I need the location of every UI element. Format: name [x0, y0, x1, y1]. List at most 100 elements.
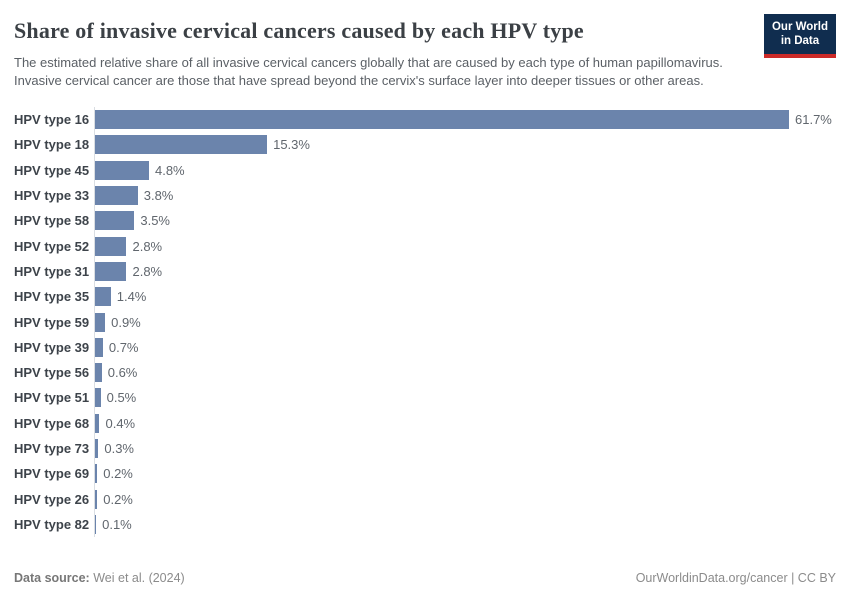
bar-area: 0.4%	[94, 410, 836, 436]
value-label: 0.2%	[103, 491, 133, 507]
bar[interactable]	[95, 261, 127, 281]
owid-logo-line2: in Data	[780, 34, 820, 47]
bar[interactable]	[95, 135, 268, 155]
bar[interactable]	[95, 110, 789, 130]
value-label: 4.8%	[154, 162, 185, 178]
bar[interactable]	[95, 160, 149, 180]
bar[interactable]	[95, 312, 106, 332]
value-label: 61.7%	[795, 112, 832, 128]
data-source: Data source: Wei et al. (2024)	[14, 571, 185, 585]
bar-area: 0.6%	[94, 359, 836, 386]
category-label: HPV type 82	[14, 516, 90, 532]
chart-row[interactable]: HPV type 69 0.2%	[14, 461, 836, 487]
category-label: HPV type 31	[14, 263, 90, 279]
value-label: 2.8%	[132, 263, 163, 279]
chart-rows: HPV type 16 61.7% HPV type 18 15.3% HPV type…	[14, 107, 836, 538]
category-label: HPV type 33	[14, 188, 90, 204]
category-label: HPV type 35	[14, 289, 90, 305]
chart-row[interactable]: HPV type 16 61.7%	[14, 107, 836, 133]
attribution-link[interactable]: OurWorldinData.org/cancer | CC BY	[635, 571, 836, 585]
value-label: 2.8%	[132, 238, 163, 254]
bar-area: 2.8%	[94, 233, 836, 259]
bar-area: 0.5%	[94, 385, 836, 411]
bar-area: 2.8%	[94, 258, 836, 285]
value-label: 3.8%	[143, 188, 174, 204]
bar-area: 0.1%	[94, 511, 836, 538]
chart-row[interactable]: HPV type 52 2.8%	[14, 233, 836, 259]
bar[interactable]	[95, 287, 111, 307]
category-label: HPV type 51	[14, 390, 90, 406]
chart-row[interactable]: HPV type 68 0.4%	[14, 410, 836, 436]
chart-row[interactable]: HPV type 31 2.8%	[14, 258, 836, 285]
chart-row[interactable]: HPV type 58 3.5%	[14, 208, 836, 234]
chart-row[interactable]: HPV type 33 3.8%	[14, 182, 836, 209]
bar[interactable]	[95, 388, 101, 408]
bar[interactable]	[95, 514, 97, 534]
chart-row[interactable]: HPV type 82 0.1%	[14, 511, 836, 538]
chart-row[interactable]: HPV type 51 0.5%	[14, 385, 836, 411]
bar[interactable]	[95, 236, 127, 256]
bar-area: 0.9%	[94, 309, 836, 335]
category-label: HPV type 18	[14, 137, 90, 153]
category-label: HPV type 39	[14, 339, 90, 355]
bar-area: 3.8%	[94, 182, 836, 209]
bar[interactable]	[95, 489, 98, 509]
value-label: 0.6%	[107, 365, 138, 381]
chart-title: Share of invasive cervical cancers cause…	[14, 18, 584, 43]
chart-row[interactable]: HPV type 18 15.3%	[14, 132, 836, 158]
category-label: HPV type 68	[14, 415, 90, 431]
bar-area: 1.4%	[94, 284, 836, 310]
bar[interactable]	[95, 363, 102, 383]
bar[interactable]	[95, 464, 98, 484]
value-label: 3.5%	[140, 213, 170, 229]
bar[interactable]	[95, 211, 135, 231]
category-label: HPV type 52	[14, 238, 90, 254]
value-label: 0.7%	[108, 339, 139, 355]
value-label: 1.4%	[116, 289, 147, 305]
category-label: HPV type 73	[14, 441, 90, 456]
chart-row[interactable]: HPV type 59 0.9%	[14, 309, 836, 335]
value-label: 0.2%	[103, 466, 133, 482]
bar-chart: HPV type 16 61.7% HPV type 18 15.3% HPV type…	[14, 107, 836, 538]
bar-area: 15.3%	[94, 132, 836, 158]
bar[interactable]	[95, 439, 99, 458]
chart-row[interactable]: HPV type 39 0.7%	[14, 334, 836, 360]
chart-row[interactable]: HPV type 45 4.8%	[14, 157, 836, 183]
chart-row[interactable]: HPV type 56 0.6%	[14, 359, 836, 386]
value-label: 15.3%	[273, 137, 310, 153]
bar-area: 0.2%	[94, 486, 836, 512]
header-text: Share of invasive cervical cancers cause…	[14, 14, 726, 89]
header: Share of invasive cervical cancers cause…	[14, 14, 836, 89]
bar[interactable]	[95, 413, 100, 433]
category-label: HPV type 58	[14, 213, 90, 229]
chart-row[interactable]: HPV type 73 0.3%	[14, 435, 836, 462]
value-label: 0.1%	[102, 516, 132, 532]
bar-area: 0.2%	[94, 461, 836, 487]
value-label: 0.3%	[104, 441, 134, 456]
category-label: HPV type 26	[14, 491, 90, 507]
data-source-label: Data source:	[14, 571, 90, 585]
chart-subtitle: The estimated relative share of all inva…	[14, 55, 723, 88]
bar-area: 0.3%	[94, 435, 836, 462]
bar[interactable]	[95, 186, 138, 206]
chart-row[interactable]: HPV type 35 1.4%	[14, 284, 836, 310]
footer: Data source: Wei et al. (2024) OurWorldi…	[14, 571, 836, 585]
value-label: 0.4%	[105, 415, 136, 431]
bar-area: 61.7%	[94, 107, 836, 133]
bar-area: 0.7%	[94, 334, 836, 360]
bar[interactable]	[95, 337, 103, 357]
bar-area: 3.5%	[94, 208, 836, 234]
data-source-value: Wei et al. (2024)	[93, 571, 185, 585]
owid-logo[interactable]: Our World in Data	[763, 14, 836, 58]
chart-row[interactable]: HPV type 26 0.2%	[14, 486, 836, 512]
category-label: HPV type 45	[14, 162, 90, 178]
category-label: HPV type 56	[14, 365, 90, 381]
bar-area: 4.8%	[94, 157, 836, 183]
value-label: 0.5%	[106, 390, 137, 406]
category-label: HPV type 69	[14, 466, 90, 482]
owid-logo-line1: Our World	[771, 21, 828, 33]
category-label: HPV type 16	[14, 112, 90, 128]
value-label: 0.9%	[111, 314, 141, 330]
category-label: HPV type 59	[14, 314, 90, 330]
